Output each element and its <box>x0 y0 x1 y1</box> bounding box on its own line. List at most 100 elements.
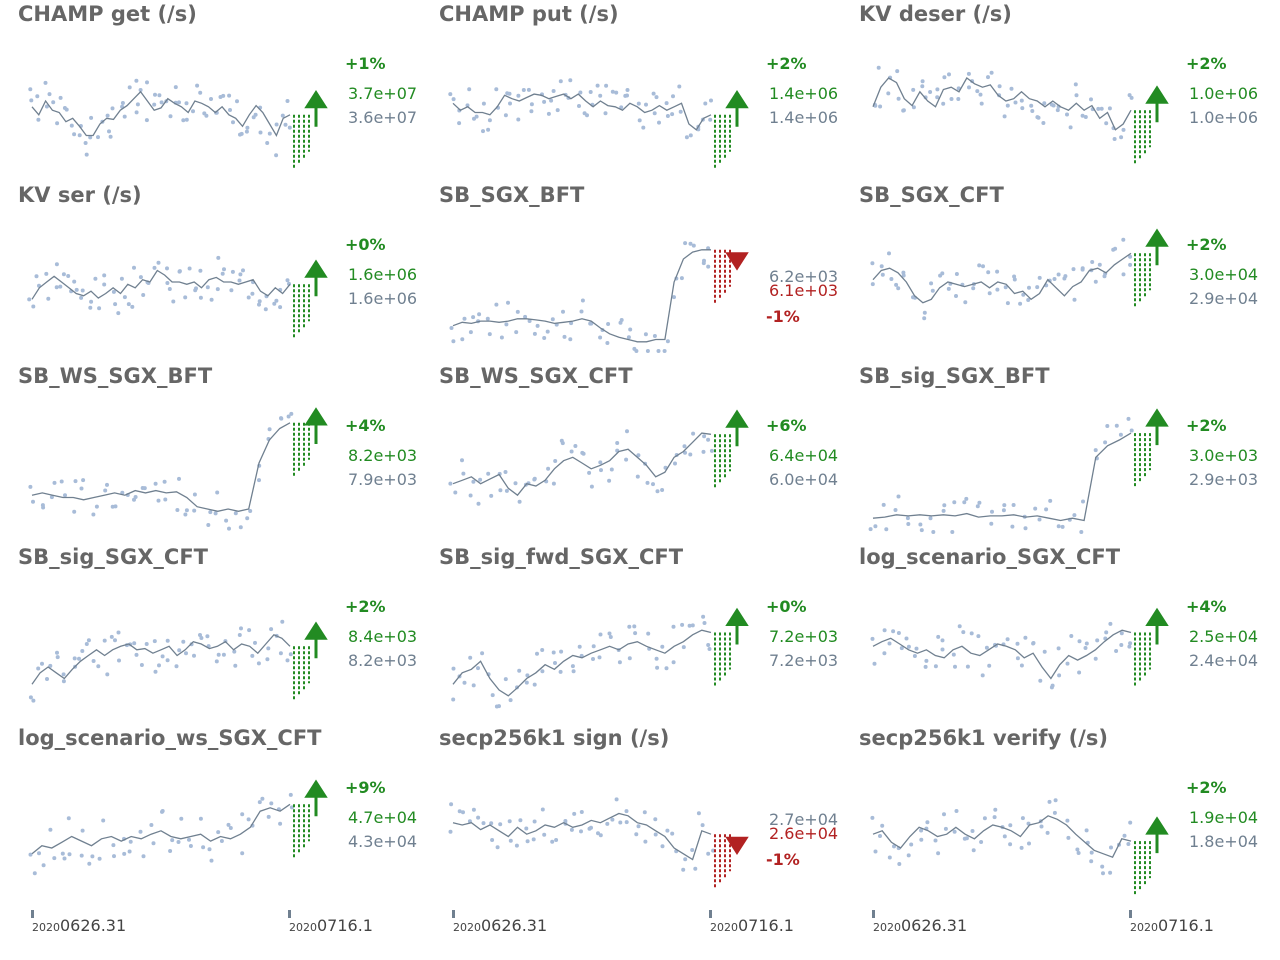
scatter-point <box>587 470 592 475</box>
scatter-point <box>229 288 234 293</box>
scatter-point <box>55 655 60 660</box>
scatter-point <box>192 653 196 658</box>
scatter-point <box>1108 621 1113 626</box>
change-percent: -1% <box>766 850 800 869</box>
previous-value: 1.6e+06 <box>348 289 418 308</box>
scatter-point <box>508 838 513 843</box>
scatter-point <box>448 829 453 834</box>
scatter-point <box>1111 247 1116 252</box>
scatter-point <box>941 101 946 106</box>
scatter-point <box>113 504 118 509</box>
range-bars <box>714 434 731 490</box>
scatter-point <box>971 848 976 853</box>
scatter-point <box>253 640 257 645</box>
scatter-point <box>151 841 156 846</box>
scatter-point <box>177 100 181 105</box>
scatter-point <box>1052 277 1057 281</box>
range-bars <box>1134 110 1151 166</box>
scatter-point <box>141 293 146 297</box>
scatter-point <box>187 837 191 842</box>
range-bars <box>293 422 310 478</box>
scatter-point <box>653 832 658 837</box>
scatter-point <box>156 260 161 265</box>
scatter-point <box>1002 503 1007 508</box>
chart-panel: log_scenario_ws_SGX_CFT +9% 4.7e+04 4.3e+04 <box>0 724 420 904</box>
scatter-point <box>149 823 154 827</box>
scatter-point <box>603 111 608 116</box>
scatter-point <box>31 499 35 504</box>
scatter-point <box>942 812 946 817</box>
scatter-point <box>1027 285 1031 290</box>
scatter-point <box>889 277 894 281</box>
scatter-point <box>128 839 133 844</box>
scatter-point <box>174 664 179 669</box>
scatter-point <box>956 97 961 101</box>
scatter-point <box>462 680 467 685</box>
scatter-point <box>617 660 622 665</box>
previous-value: 2.4e+04 <box>1189 651 1259 670</box>
scatter-point <box>924 658 929 663</box>
scatter-point <box>86 638 91 643</box>
scatter-point <box>706 264 711 269</box>
chart-title: secp256k1 sign (/s) <box>439 726 670 750</box>
scatter-point <box>465 103 470 108</box>
scatter-point <box>641 125 646 130</box>
scatter-point <box>246 817 251 822</box>
arrow-up-icon <box>304 779 328 817</box>
x-axis-start-label: 20200626.31 <box>453 916 547 935</box>
scatter-point <box>280 113 285 118</box>
scatter-point <box>216 652 221 657</box>
scatter-point <box>984 645 989 650</box>
chart-panel: secp256k1 verify (/s) +2% 1.9e+04 1.8e+04 <box>841 724 1261 904</box>
scatter-point <box>660 488 665 492</box>
scatter-point <box>285 278 290 283</box>
scatter-point <box>1011 503 1016 507</box>
scatter-point <box>1056 524 1061 529</box>
scatter-point <box>244 129 249 134</box>
scatter-point <box>72 656 77 661</box>
scatter-point <box>535 651 539 656</box>
chart-plot <box>451 607 749 709</box>
scatter-point <box>1105 424 1110 428</box>
scatter-point <box>231 120 235 125</box>
scatter-point <box>508 698 513 703</box>
change-percent: +4% <box>1186 597 1227 616</box>
scatter-point <box>487 118 492 123</box>
scatter-point <box>578 90 583 95</box>
scatter-point <box>160 654 165 659</box>
scatter-point <box>878 834 882 838</box>
scatter-point <box>238 525 243 530</box>
scatter-point <box>628 327 633 332</box>
scatter-point <box>287 125 292 130</box>
x-axis: 20200626.31 20200716.1 <box>0 910 420 950</box>
scatter-point <box>707 647 712 651</box>
x-axis-end-label: 20200716.1 <box>710 916 794 935</box>
scatter-point <box>246 295 251 300</box>
change-percent: +6% <box>766 416 807 435</box>
scatter-point <box>893 508 898 512</box>
scatter-point <box>688 241 693 246</box>
scatter-point <box>1068 125 1073 130</box>
scatter-point <box>79 295 84 300</box>
scatter-point <box>1077 639 1082 644</box>
scatter-point <box>979 840 984 844</box>
scatter-point <box>481 129 485 134</box>
scatter-point <box>48 827 53 832</box>
scatter-point <box>91 512 96 517</box>
scatter-point <box>1051 103 1056 108</box>
scatter-point <box>920 79 925 84</box>
scatter-point <box>525 839 530 844</box>
scatter-point <box>266 814 271 819</box>
scatter-point <box>986 270 991 275</box>
scatter-point <box>138 88 143 92</box>
scatter-point <box>179 816 184 821</box>
scatter-point <box>950 530 955 534</box>
previous-value: 7.2e+03 <box>769 651 839 670</box>
scatter-point <box>111 289 116 294</box>
scatter-point <box>636 453 641 458</box>
scatter-point <box>61 679 66 684</box>
scatter-point <box>542 99 547 104</box>
scatter-point <box>69 123 74 128</box>
scatter-point <box>44 271 49 276</box>
scatter-point <box>457 121 462 126</box>
